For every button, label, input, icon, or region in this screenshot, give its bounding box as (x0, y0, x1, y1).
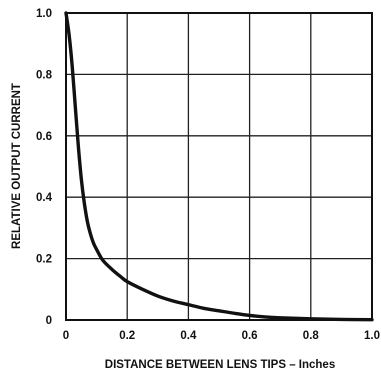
y-tick-label-5: 1.0 (36, 8, 52, 20)
series-line-0 (64, 11, 374, 322)
y-axis-label: RELATIVE OUTPUT CURRENT (11, 83, 23, 249)
x-tick-label-2: 0.4 (180, 330, 197, 342)
x-tick-label-5: 1.0 (364, 330, 380, 342)
y-tick-labels: 0 0.2 0.4 0.6 0.8 1.0 (36, 8, 53, 327)
x-tick-label-3: 0.6 (242, 330, 258, 342)
plot-frame (65, 12, 373, 321)
grid (65, 12, 373, 321)
y-tick-label-2: 0.4 (36, 192, 53, 204)
x-tick-label-1: 0.2 (119, 330, 135, 342)
y-tick-label-0: 0 (46, 315, 52, 327)
y-tick-label-1: 0.2 (36, 254, 52, 266)
x-tick-label-0: 0 (63, 330, 69, 342)
plot-frame-layer (65, 12, 373, 321)
x-axis-label: DISTANCE BETWEEN LENS TIPS – Inches (105, 359, 335, 371)
y-tick-label-4: 0.8 (36, 69, 53, 81)
x-tick-label-4: 0.8 (303, 330, 320, 342)
x-tick-labels: 0 0.2 0.4 0.6 0.8 1.0 (63, 330, 380, 342)
series-layer (64, 11, 374, 322)
y-tick-label-3: 0.6 (36, 131, 52, 143)
